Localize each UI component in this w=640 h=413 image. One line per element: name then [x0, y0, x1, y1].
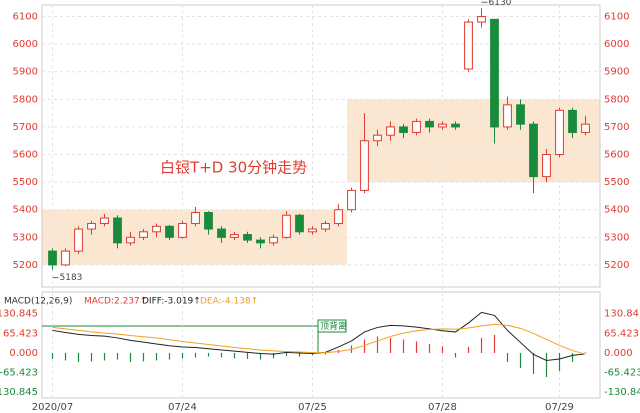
- y-tick-label: 5400: [13, 205, 38, 216]
- candle-body: [139, 231, 148, 238]
- candle-body: [74, 228, 83, 252]
- y-tick-label: -65.423: [0, 368, 38, 379]
- annotation: 5183: [60, 273, 83, 283]
- candle-body: [204, 211, 213, 230]
- y-tick-label: -65.423: [604, 368, 640, 379]
- candle-body: [256, 239, 265, 244]
- y-tick-label: 5300: [604, 232, 629, 243]
- candle-body: [412, 120, 421, 133]
- candle-body: [555, 109, 564, 156]
- legend-entry: DIFF:-3.019↑: [142, 297, 201, 307]
- y-tick-label: 5400: [604, 205, 629, 216]
- candle-body: [269, 236, 278, 244]
- price-frame: [41, 4, 601, 288]
- candle-body: [100, 217, 109, 225]
- y-tick-label: 0.000: [604, 348, 633, 359]
- macd-line: [52, 323, 586, 355]
- candle-body: [451, 123, 460, 128]
- candle-body: [152, 225, 161, 233]
- candle-body: [529, 123, 538, 178]
- candle-body: [295, 214, 304, 233]
- x-tick-label: 07/29: [545, 402, 574, 413]
- y-tick-label: 5300: [13, 232, 38, 243]
- candle-body: [399, 126, 408, 133]
- y-tick-label: 130.845: [0, 309, 38, 320]
- candle-body: [282, 214, 291, 238]
- x-tick-label: 07/25: [298, 402, 327, 413]
- candle-body: [503, 104, 512, 128]
- y-tick-label: 5600: [13, 150, 38, 161]
- annotation: 顶背离: [320, 320, 347, 332]
- y-tick-label: 5700: [604, 122, 629, 133]
- candle-body: [568, 109, 577, 133]
- candle-body: [113, 217, 122, 244]
- candle-body: [464, 21, 473, 70]
- candle-body: [516, 104, 525, 125]
- y-tick-label: 6000: [13, 39, 38, 50]
- candle-body: [308, 228, 317, 233]
- legend-entry: MACD:2.237↑: [84, 297, 147, 307]
- candle-body: [477, 16, 486, 23]
- candle-body: [490, 18, 499, 128]
- y-tick-label: 130.845: [604, 309, 640, 320]
- y-tick-label: 5700: [13, 122, 38, 133]
- candle-body: [425, 120, 434, 128]
- y-tick-label: 5600: [604, 150, 629, 161]
- candle-body: [581, 123, 590, 133]
- x-tick-label: 07/28: [428, 402, 457, 413]
- candle-body: [334, 209, 343, 225]
- y-tick-label: -130.845: [0, 387, 38, 398]
- annotation-box: [317, 319, 347, 333]
- x-tick-label: 07/24: [168, 402, 197, 413]
- y-tick-label: 5900: [604, 67, 629, 78]
- candle-body: [217, 228, 226, 238]
- y-tick-label: 5800: [13, 94, 38, 105]
- candle-body: [542, 154, 551, 178]
- y-tick-label: -130.845: [604, 387, 640, 398]
- y-tick-label: 5200: [604, 260, 629, 271]
- y-tick-label: 5200: [13, 260, 38, 271]
- y-tick-label: 5800: [604, 94, 629, 105]
- candle-body: [191, 211, 200, 225]
- y-tick-label: 5500: [604, 177, 629, 188]
- y-tick-label: 6100: [13, 12, 38, 23]
- y-tick-label: 65.423: [604, 328, 639, 339]
- legend-entry: DEA:-4.138↑: [200, 297, 258, 307]
- candle-body: [48, 250, 57, 266]
- candle-body: [230, 234, 239, 238]
- y-tick-label: 0.000: [9, 348, 38, 359]
- macd-title: MACD(12,26,9): [4, 297, 72, 307]
- candle-body: [347, 189, 356, 211]
- candle-body: [178, 223, 187, 238]
- candle-body: [165, 225, 174, 238]
- candle-body: [61, 250, 70, 266]
- y-tick-label: 6100: [604, 12, 629, 23]
- candle-body: [386, 126, 395, 136]
- candle-body: [126, 236, 135, 244]
- candle-body: [87, 223, 96, 230]
- divergence-marker: [42, 325, 319, 353]
- candle-body: [243, 234, 252, 241]
- x-tick-label: 2020/07: [32, 402, 74, 413]
- annotation: 6130: [489, 0, 512, 8]
- y-tick-label: 6000: [604, 39, 629, 50]
- candle-body: [360, 140, 369, 191]
- candle-body: [373, 134, 382, 142]
- chart-title: 白银T+D 30分钟走势: [160, 159, 307, 177]
- y-tick-label: 65.423: [3, 328, 38, 339]
- candle-body: [321, 223, 330, 230]
- candle-body: [438, 123, 447, 128]
- y-tick-label: 5900: [13, 67, 38, 78]
- y-tick-label: 5500: [13, 177, 38, 188]
- macd-frame: [41, 291, 601, 399]
